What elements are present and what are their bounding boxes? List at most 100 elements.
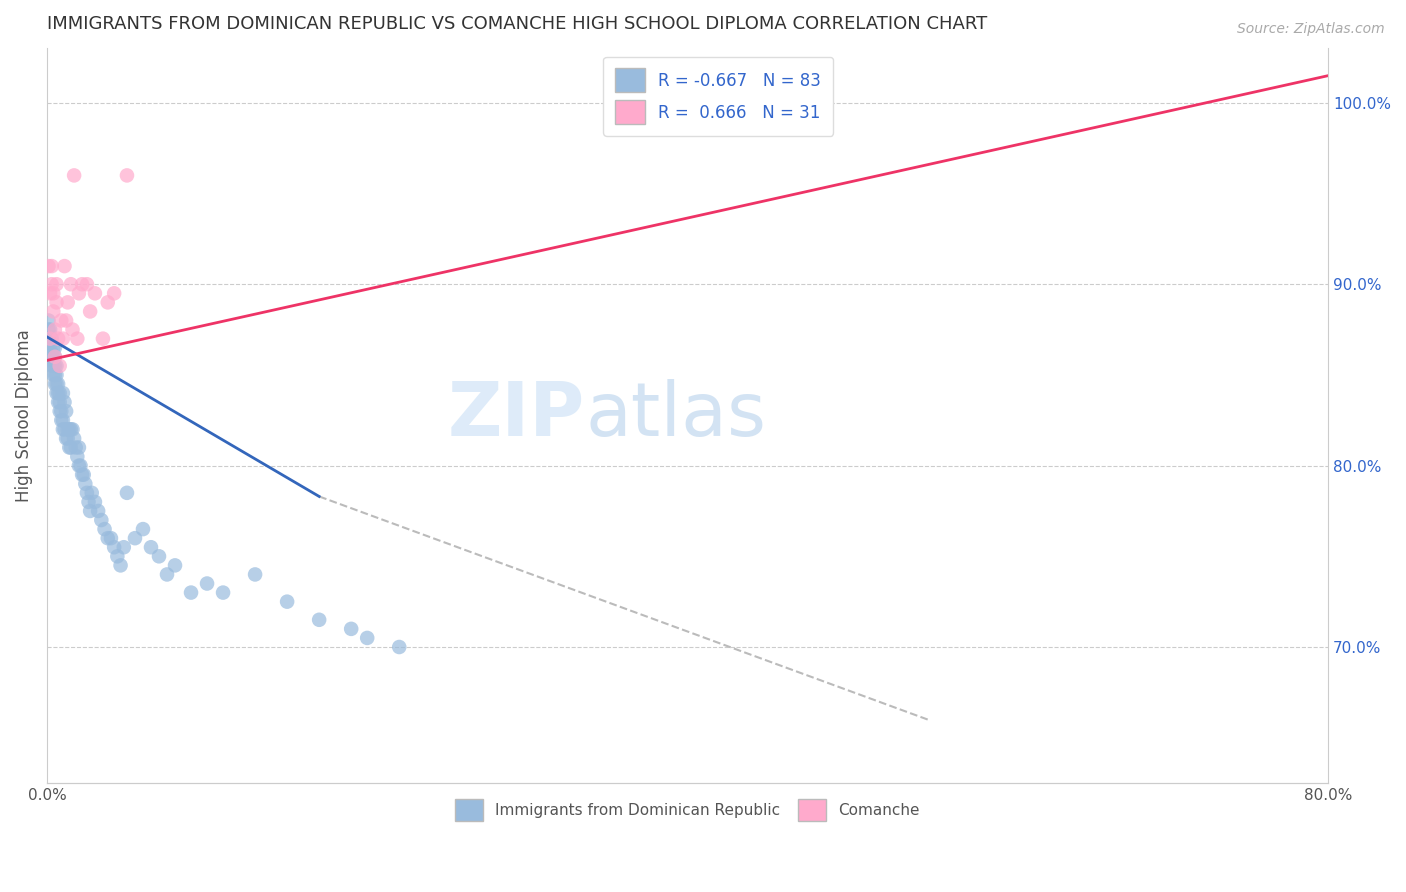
Point [39,332,62,346]
Point [37,322,59,336]
Point [124,531,146,545]
Point [44,350,66,364]
Text: Source: ZipAtlas.com: Source: ZipAtlas.com [1237,22,1385,37]
Point [340,622,363,636]
Legend: Immigrants from Dominican Republic, Comanche: Immigrants from Dominican Republic, Coma… [449,793,925,827]
Point [56,422,79,436]
Point [79,504,101,518]
Point [39,322,62,336]
Point [42,368,65,382]
Point [48,359,70,373]
Point [63,431,86,445]
Point [45,368,67,382]
Point [55,404,77,418]
Point [53,259,76,273]
Point [84,286,107,301]
Point [58,441,80,455]
Point [156,567,179,582]
Point [52,413,75,427]
Point [41,277,63,292]
Point [132,522,155,536]
Point [62,422,84,436]
Point [163,558,186,573]
Point [212,585,235,599]
Point [46,376,69,391]
Point [39,286,62,301]
Y-axis label: High School Diploma: High School Diploma [15,329,32,502]
Point [308,613,330,627]
Text: ZIP: ZIP [447,379,585,452]
Point [80,485,103,500]
Point [115,169,138,183]
Point [51,404,73,418]
Point [67,458,90,473]
Point [41,346,63,360]
Point [103,541,125,555]
Point [41,359,63,373]
Point [39,332,62,346]
Point [97,295,120,310]
Point [44,376,66,391]
Point [42,359,65,373]
Point [388,640,411,654]
Point [76,277,98,292]
Point [105,549,128,564]
Point [195,576,218,591]
Point [42,286,65,301]
Point [45,295,67,310]
Point [37,259,59,273]
Point [45,277,67,292]
Point [70,467,93,482]
Point [44,350,66,364]
Point [100,531,122,545]
Point [41,332,63,346]
Point [90,513,112,527]
Point [46,332,69,346]
Text: atlas: atlas [585,379,766,452]
Point [73,467,96,482]
Point [56,431,79,445]
Point [41,353,63,368]
Point [62,322,84,336]
Point [45,359,67,373]
Point [115,485,138,500]
Point [42,304,65,318]
Point [65,441,87,455]
Point [66,332,89,346]
Point [44,368,66,382]
Point [112,541,135,555]
Text: IMMIGRANTS FROM DOMINICAN REPUBLIC VS COMANCHE HIGH SCHOOL DIPLOMA CORRELATION C: IMMIGRANTS FROM DOMINICAN REPUBLIC VS CO… [46,15,987,33]
Point [59,441,82,455]
Point [79,304,101,318]
Point [87,504,110,518]
Point [93,522,115,536]
Point [45,386,67,401]
Point [44,341,66,355]
Point [139,541,162,555]
Point [70,277,93,292]
Point [356,631,378,645]
Point [39,341,62,355]
Point [59,422,82,436]
Point [69,458,91,473]
Point [180,585,202,599]
Point [41,259,63,273]
Point [66,450,89,464]
Point [91,332,114,346]
Point [37,313,59,327]
Point [42,350,65,364]
Point [63,169,86,183]
Point [51,313,73,327]
Point [48,395,70,409]
Point [52,422,75,436]
Point [42,341,65,355]
Point [84,495,107,509]
Point [48,386,70,401]
Point [77,495,100,509]
Point [75,476,97,491]
Point [46,395,69,409]
Point [53,422,76,436]
Point [148,549,170,564]
Point [58,422,80,436]
Point [110,558,132,573]
